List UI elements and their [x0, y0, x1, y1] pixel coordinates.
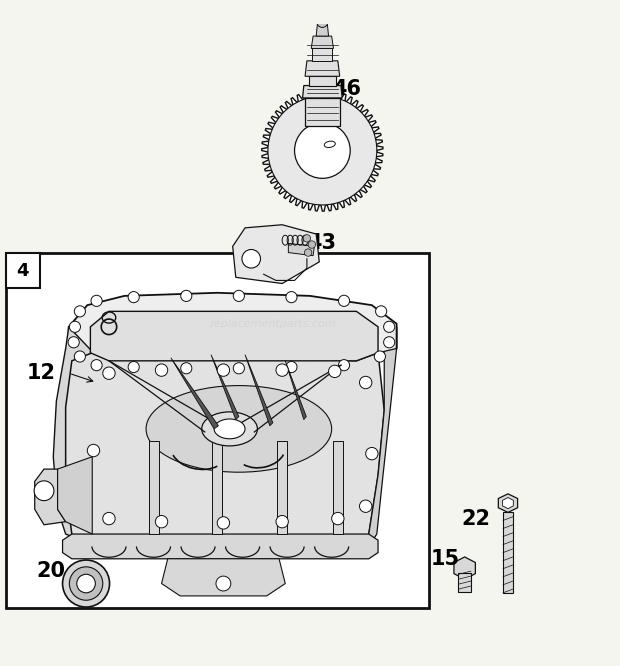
Text: 15: 15	[431, 549, 460, 569]
Polygon shape	[305, 61, 340, 77]
Circle shape	[268, 96, 377, 205]
Text: replacementparts.com: replacementparts.com	[210, 319, 336, 329]
Circle shape	[156, 515, 168, 528]
Circle shape	[63, 560, 110, 607]
Polygon shape	[262, 90, 383, 211]
Circle shape	[329, 365, 341, 378]
Circle shape	[366, 448, 378, 460]
Polygon shape	[309, 77, 336, 85]
Polygon shape	[53, 327, 94, 540]
Circle shape	[69, 567, 103, 600]
Ellipse shape	[202, 412, 257, 446]
Circle shape	[294, 123, 350, 178]
Bar	[6, 252, 40, 288]
Circle shape	[317, 16, 328, 27]
Circle shape	[217, 364, 229, 376]
Polygon shape	[69, 293, 397, 365]
Circle shape	[304, 249, 312, 256]
Circle shape	[68, 337, 79, 348]
Polygon shape	[369, 327, 397, 546]
Circle shape	[156, 364, 168, 376]
Polygon shape	[285, 361, 306, 420]
Circle shape	[180, 290, 192, 302]
Circle shape	[339, 295, 350, 306]
Text: 43: 43	[307, 233, 336, 253]
Polygon shape	[211, 355, 239, 420]
Polygon shape	[171, 358, 218, 429]
Circle shape	[91, 360, 102, 371]
Circle shape	[276, 364, 288, 376]
Polygon shape	[288, 243, 314, 256]
Circle shape	[360, 500, 372, 512]
Polygon shape	[232, 224, 319, 284]
Circle shape	[374, 351, 386, 362]
Polygon shape	[311, 36, 334, 49]
Circle shape	[233, 363, 244, 374]
Circle shape	[286, 292, 297, 302]
Polygon shape	[498, 494, 518, 512]
Circle shape	[34, 481, 54, 501]
Circle shape	[128, 292, 140, 302]
Circle shape	[180, 363, 192, 374]
Circle shape	[233, 290, 244, 302]
Bar	[6, 252, 430, 608]
Circle shape	[384, 337, 395, 348]
Circle shape	[242, 250, 260, 268]
Polygon shape	[91, 311, 378, 361]
Bar	[458, 573, 471, 591]
Ellipse shape	[214, 419, 245, 439]
Text: 20: 20	[37, 561, 66, 581]
Circle shape	[74, 306, 86, 317]
Circle shape	[376, 306, 387, 317]
Circle shape	[217, 517, 229, 529]
Polygon shape	[312, 49, 332, 61]
Text: 4: 4	[16, 262, 29, 280]
Polygon shape	[305, 98, 340, 126]
Circle shape	[276, 515, 288, 528]
Circle shape	[87, 444, 100, 457]
Ellipse shape	[324, 141, 335, 148]
Polygon shape	[162, 559, 285, 596]
Polygon shape	[58, 457, 92, 534]
Polygon shape	[63, 534, 378, 559]
Ellipse shape	[146, 386, 332, 472]
Polygon shape	[66, 353, 384, 546]
Polygon shape	[454, 557, 476, 579]
Circle shape	[332, 512, 344, 525]
Polygon shape	[503, 498, 513, 509]
Circle shape	[308, 241, 316, 248]
Circle shape	[69, 321, 81, 332]
Circle shape	[286, 362, 297, 372]
Circle shape	[74, 351, 86, 362]
Polygon shape	[316, 24, 329, 36]
Bar	[503, 512, 513, 593]
Circle shape	[216, 576, 231, 591]
Bar	[333, 442, 343, 534]
Circle shape	[339, 360, 350, 371]
Circle shape	[103, 512, 115, 525]
Polygon shape	[245, 355, 273, 426]
Circle shape	[77, 574, 95, 593]
Text: 12: 12	[27, 363, 56, 383]
Polygon shape	[35, 469, 66, 525]
Bar	[277, 442, 287, 534]
Polygon shape	[303, 85, 342, 98]
Circle shape	[384, 321, 395, 332]
Circle shape	[303, 234, 311, 242]
Text: 22: 22	[461, 509, 490, 529]
Circle shape	[360, 376, 372, 389]
Text: 46: 46	[332, 79, 361, 99]
Circle shape	[103, 367, 115, 380]
Circle shape	[128, 362, 140, 372]
Bar	[149, 442, 159, 534]
Bar	[212, 442, 222, 534]
Circle shape	[91, 295, 102, 306]
